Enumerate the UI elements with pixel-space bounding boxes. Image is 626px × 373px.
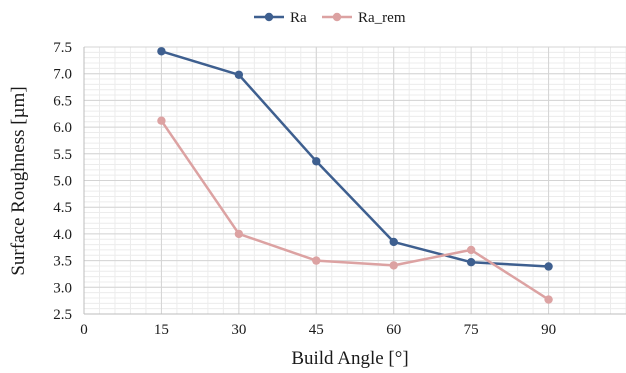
x-tick-label: 45	[309, 322, 324, 338]
data-point-ra-rem	[312, 256, 321, 265]
series-layer	[157, 47, 553, 304]
data-point-ra-rem	[389, 261, 398, 270]
major-grid	[83, 46, 626, 315]
tick-labels: 0 15 30 45 60 75 90 2.5 3.0 3.5 4.0 4.5 5.0 5.5 6.0 6.5…	[53, 40, 556, 338]
y-axis-title: Surface Roughness [µm]	[8, 86, 29, 275]
x-tick-label: 30	[231, 322, 246, 338]
y-tick-label: 3.5	[53, 254, 72, 270]
y-tick-label: 5.0	[53, 174, 72, 190]
y-tick-label: 5.5	[53, 147, 72, 163]
data-point-ra	[544, 262, 553, 271]
x-tick-label: 15	[154, 322, 169, 338]
data-point-ra	[389, 237, 398, 247]
legend: Ra Ra_rem	[254, 10, 406, 26]
y-tick-label: 7.5	[53, 40, 72, 56]
y-tick-label: 2.5	[53, 307, 72, 323]
y-tick-label: 4.5	[53, 200, 72, 216]
x-tick-label: 75	[464, 322, 479, 338]
legend-marker-ra	[264, 12, 274, 22]
legend-item-ra-rem: Ra_rem	[322, 10, 406, 26]
y-tick-label: 3.0	[53, 280, 72, 296]
legend-marker-ra-rem	[332, 12, 342, 22]
x-axis-title: Build Angle [°]	[291, 348, 408, 369]
axes	[83, 47, 626, 315]
series-line-ra-rem	[160, 119, 550, 301]
series-line-ra	[161, 50, 549, 268]
data-point-ra	[312, 157, 321, 166]
y-tick-label: 6.5	[53, 93, 72, 109]
x-tick-label: 60	[386, 322, 401, 338]
legend-label-ra-rem: Ra_rem	[358, 10, 406, 26]
data-point-ra-rem	[466, 245, 476, 255]
series-ra	[157, 47, 553, 271]
legend-item-ra: Ra	[254, 10, 307, 26]
x-tick-label: 0	[80, 322, 88, 338]
y-tick-label: 7.0	[53, 67, 72, 83]
data-point-ra-rem	[544, 295, 553, 304]
data-point-ra	[466, 258, 476, 267]
series-ra-rem	[157, 116, 553, 304]
legend-label-ra: Ra	[290, 10, 307, 26]
data-point-ra-rem	[234, 229, 244, 239]
data-point-ra	[234, 70, 244, 79]
data-point-ra	[157, 47, 166, 56]
y-tick-label: 4.0	[53, 227, 72, 243]
data-point-ra-rem	[157, 116, 166, 125]
y-tick-label: 6.0	[53, 120, 72, 136]
x-tick-label: 90	[541, 322, 556, 338]
